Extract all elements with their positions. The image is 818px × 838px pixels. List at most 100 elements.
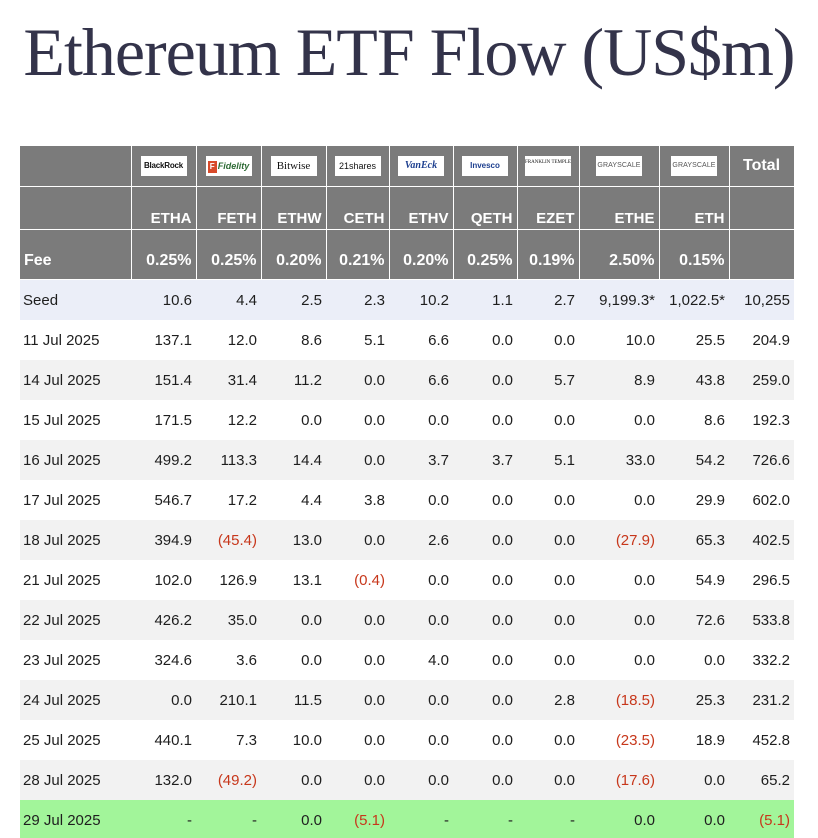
date-cell: 15 Jul 2025: [20, 400, 131, 440]
flow-value-cell: 1,022.5*: [659, 279, 729, 320]
table-row: 21 Jul 2025 102.0 126.9 13.1 (0.4) 0.0 0.0 0.0 0…: [20, 560, 794, 600]
flow-value-cell: 0.0: [453, 560, 517, 600]
flow-value-cell: 151.4: [131, 360, 196, 400]
ticker-total-cell: [729, 186, 795, 230]
flow-value-cell: 25.5: [659, 320, 729, 360]
header-logo-cell: GRAYSCALE: [659, 146, 730, 187]
fee-value: 0.15%: [659, 229, 730, 280]
table-row: 25 Jul 2025 440.1 7.3 10.0 0.0 0.0 0.0 0.0 (23.5…: [20, 720, 794, 760]
flow-value-cell: 54.9: [659, 560, 729, 600]
flow-value-cell: 35.0: [196, 600, 261, 640]
flow-value-cell: 0.0: [389, 720, 453, 760]
fee-value: 0.25%: [453, 229, 518, 280]
flow-value-cell: 12.0: [196, 320, 261, 360]
flow-value-cell: 0.0: [453, 600, 517, 640]
flow-value-cell: (0.4): [326, 560, 389, 600]
flow-value-cell: 0.0: [453, 760, 517, 800]
flow-value-cell: 11.2: [261, 360, 326, 400]
flow-value-cell: -: [196, 800, 261, 838]
vaneck-logo: VanEck: [398, 156, 444, 176]
flow-value-cell: 102.0: [131, 560, 196, 600]
flow-value-cell: 0.0: [261, 400, 326, 440]
flow-value-cell: 0.0: [453, 360, 517, 400]
ticker-row: ETHA FETH ETHW CETH ETHV QETH EZET ETHE …: [20, 186, 795, 230]
flow-value-cell: 8.6: [261, 320, 326, 360]
flow-value-cell: 29.9: [659, 480, 729, 520]
table-row: 11 Jul 2025 137.1 12.0 8.6 5.1 6.6 0.0 0.0 10.0 2…: [20, 320, 794, 360]
flow-value-cell: 2.6: [389, 520, 453, 560]
date-cell: 28 Jul 2025: [20, 760, 131, 800]
date-cell: 29 Jul 2025: [20, 800, 131, 838]
ticker-header: ETHW: [261, 186, 327, 230]
flow-value-cell: 8.6: [659, 400, 729, 440]
fee-value: 0.25%: [196, 229, 262, 280]
flow-value-cell: 440.1: [131, 720, 196, 760]
flow-value-cell: 0.0: [579, 400, 659, 440]
date-cell: 11 Jul 2025: [20, 320, 131, 360]
flow-value-cell: 0.0: [326, 600, 389, 640]
flow-value-cell: 5.1: [517, 440, 579, 480]
flow-value-cell: 0.0: [517, 640, 579, 680]
invesco-logo: Invesco: [462, 156, 508, 176]
fee-value: 0.20%: [261, 229, 327, 280]
ticker-header: ETH: [659, 186, 730, 230]
flow-value-cell: 0.0: [579, 560, 659, 600]
date-cell: 18 Jul 2025: [20, 520, 131, 560]
fee-value: 2.50%: [579, 229, 660, 280]
flow-value-cell: 65.3: [659, 520, 729, 560]
header-logo-cell: Bitwise: [261, 146, 327, 187]
table-row: 22 Jul 2025 426.2 35.0 0.0 0.0 0.0 0.0 0.0 0.0 72…: [20, 600, 794, 640]
ticker-header: ETHV: [389, 186, 454, 230]
total-cell: 259.0: [729, 360, 794, 400]
flow-value-cell: 13.1: [261, 560, 326, 600]
date-cell: 17 Jul 2025: [20, 480, 131, 520]
table-header: BlackRock F Fidelity Bitwise 21shares Van…: [20, 146, 795, 280]
total-cell: 533.8: [729, 600, 794, 640]
flow-value-cell: 0.0: [261, 760, 326, 800]
flow-value-cell: 0.0: [326, 760, 389, 800]
fee-row: Fee 0.25% 0.25% 0.20% 0.21% 0.20% 0.25% …: [20, 229, 795, 280]
flow-value-cell: 0.0: [453, 400, 517, 440]
fidelity-logo-text: Fidelity: [217, 161, 250, 171]
ticker-header: ETHA: [131, 186, 197, 230]
ticker-corner-cell: [20, 186, 132, 230]
ticker-header: EZET: [517, 186, 580, 230]
flow-value-cell: (27.9): [579, 520, 659, 560]
flow-value-cell: (23.5): [579, 720, 659, 760]
table-row: 14 Jul 2025 151.4 31.4 11.2 0.0 6.6 0.0 5.7 8.9 4…: [20, 360, 794, 400]
header-logo-cell: 21shares: [326, 146, 390, 187]
flow-value-cell: 10.0: [261, 720, 326, 760]
fee-value: 0.19%: [517, 229, 580, 280]
flow-value-cell: 0.0: [453, 320, 517, 360]
ticker-header: FETH: [196, 186, 262, 230]
flow-value-cell: 31.4: [196, 360, 261, 400]
flow-value-cell: 0.0: [389, 400, 453, 440]
flow-value-cell: 2.3: [326, 279, 389, 320]
flow-value-cell: 0.0: [131, 680, 196, 720]
table-row: 23 Jul 2025 324.6 3.6 0.0 0.0 4.0 0.0 0.0 0.0 0.0…: [20, 640, 794, 680]
date-cell: 14 Jul 2025: [20, 360, 131, 400]
flow-value-cell: 0.0: [326, 440, 389, 480]
flow-value-cell: 3.7: [389, 440, 453, 480]
flow-value-cell: 0.0: [453, 520, 517, 560]
flow-value-cell: 426.2: [131, 600, 196, 640]
fee-value: 0.21%: [326, 229, 390, 280]
total-cell: 602.0: [729, 480, 794, 520]
table-row: 28 Jul 2025 132.0 (49.2) 0.0 0.0 0.0 0.0 0.0 (17…: [20, 760, 794, 800]
page-title: Ethereum ETF Flow (US$m): [23, 14, 795, 90]
total-cell: 296.5: [729, 560, 794, 600]
flow-value-cell: 0.0: [453, 480, 517, 520]
flow-value-cell: 0.0: [579, 800, 659, 838]
header-logo-cell: F Fidelity: [196, 146, 262, 187]
blackrock-logo: BlackRock: [140, 156, 187, 176]
table-row: 16 Jul 2025 499.2 113.3 14.4 0.0 3.7 3.7 5.1 33.…: [20, 440, 794, 480]
flow-value-cell: 113.3: [196, 440, 261, 480]
ticker-header: ETHE: [579, 186, 660, 230]
flow-value-cell: 0.0: [389, 480, 453, 520]
flow-value-cell: 54.2: [659, 440, 729, 480]
flow-value-cell: 10.6: [131, 279, 196, 320]
grayscale-logo: GRAYSCALE: [671, 156, 717, 176]
fee-label: Fee: [20, 229, 132, 280]
total-cell: (5.1): [729, 800, 794, 838]
date-cell: Seed: [20, 279, 131, 320]
